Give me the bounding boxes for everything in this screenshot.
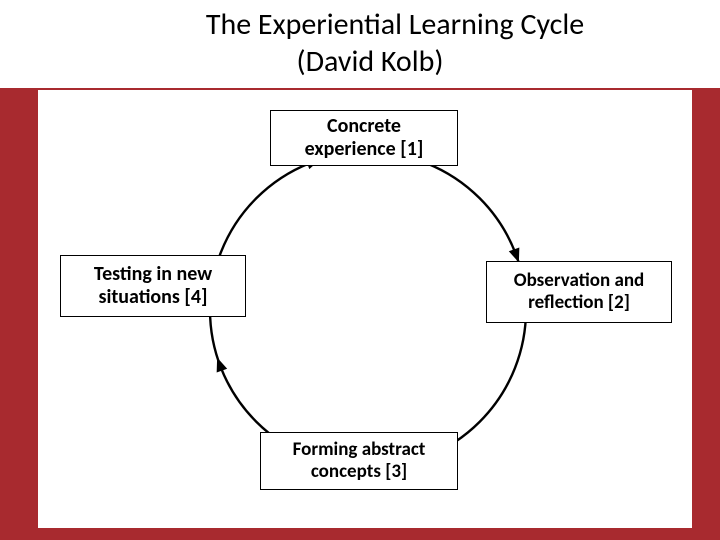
cycle-node-n3: Forming abstractconcepts [3] — [260, 432, 458, 490]
cycle-node-label: Observation and — [514, 270, 645, 292]
cycle-node-n4: Testing in newsituations [4] — [60, 255, 246, 317]
cycle-node-label: reflection [2] — [528, 292, 630, 314]
page-title-line1: The Experiential Learning Cycle — [0, 6, 720, 43]
cycle-node-n1: Concreteexperience [1] — [270, 110, 458, 166]
cycle-node-label: Testing in new — [94, 263, 212, 286]
page-title-line2: (David Kolb) — [0, 43, 720, 80]
title-area: The Experiential Learning Cycle (David K… — [0, 0, 720, 88]
diagram-area: Concreteexperience [1] Observation andref… — [38, 90, 692, 528]
cycle-node-label: Forming abstract — [293, 439, 426, 461]
cycle-node-label: concepts [3] — [311, 461, 407, 483]
cycle-node-label: experience [1] — [305, 138, 424, 161]
cycle-arrowhead — [217, 357, 228, 372]
cycle-node-label: Concrete — [327, 115, 401, 138]
cycle-node-n2: Observation andreflection [2] — [486, 261, 672, 323]
cycle-node-label: situations [4] — [98, 286, 207, 309]
